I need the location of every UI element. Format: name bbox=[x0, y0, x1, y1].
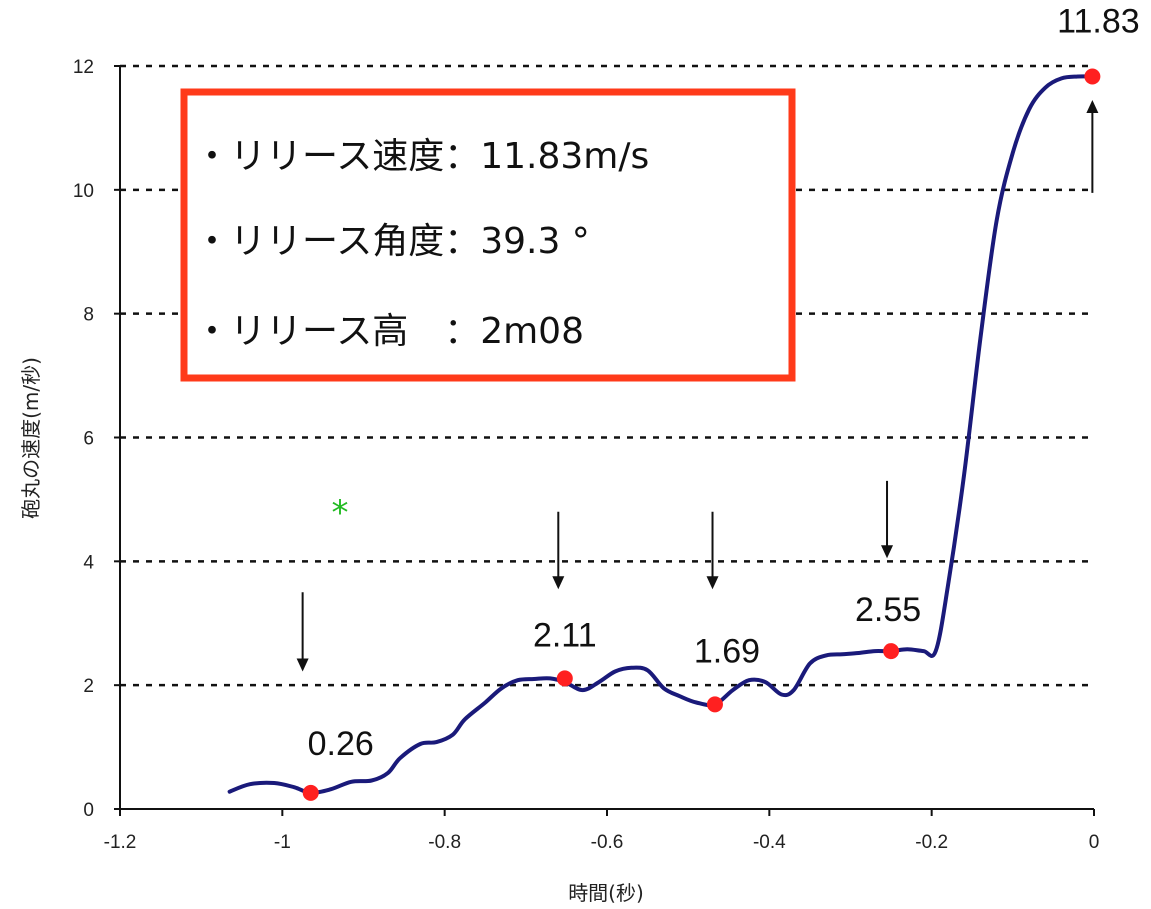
highlight-markers bbox=[302, 68, 1101, 801]
data-label: 2.11 bbox=[533, 616, 597, 654]
info-line-release-speed: ・リリース速度：11.83m/s bbox=[194, 136, 649, 177]
arrow-down bbox=[706, 511, 719, 590]
x-tick-labels: -1.2 -1 -0.8 -0.6 -0.4 -0.2 0 bbox=[104, 832, 1100, 853]
data-labels: 0.26 2.11 1.69 2.55 11.83 bbox=[308, 3, 1140, 763]
arrow-up bbox=[1086, 100, 1099, 193]
arrow-head bbox=[296, 658, 309, 672]
y-tick-label: 0 bbox=[83, 800, 94, 821]
data-label: 0.26 bbox=[308, 725, 374, 763]
data-label: 1.69 bbox=[694, 632, 760, 670]
y-tick-label: 2 bbox=[83, 676, 94, 697]
x-tick-label: -1 bbox=[274, 832, 291, 853]
info-box-frame bbox=[180, 88, 796, 382]
y-tick-label: 6 bbox=[83, 429, 94, 450]
x-tick-label: -0.8 bbox=[428, 832, 461, 853]
axes bbox=[114, 65, 1095, 816]
arrow-down bbox=[552, 511, 565, 590]
data-label: 2.55 bbox=[855, 591, 921, 629]
y-tick-labels: 0 2 4 6 8 10 12 bbox=[73, 57, 95, 821]
x-tick-label: -0.2 bbox=[915, 832, 948, 853]
info-line-release-height: ・リリース高 ：2m08 bbox=[194, 311, 584, 352]
info-box: ・リリース速度：11.83m/s ・リリース角度：39.3 ° ・リリース高 ：… bbox=[180, 88, 796, 382]
y-tick-label: 4 bbox=[83, 552, 94, 573]
series-line bbox=[227, 74, 1095, 795]
marker-point bbox=[556, 670, 573, 687]
arrow-head bbox=[881, 545, 894, 559]
arrow-down bbox=[296, 592, 309, 672]
annotation-arrows bbox=[296, 100, 1099, 672]
marker-point bbox=[883, 643, 900, 660]
marker-point bbox=[302, 784, 319, 801]
arrow-down bbox=[881, 480, 894, 559]
y-axis-label: 砲丸の速度(m/秒) bbox=[19, 357, 43, 519]
x-tick-label: -0.6 bbox=[591, 832, 624, 853]
info-line-release-angle: ・リリース角度：39.3 ° bbox=[194, 221, 590, 262]
arrow-head bbox=[706, 576, 719, 590]
y-tick-label: 12 bbox=[73, 57, 94, 78]
y-tick-label: 8 bbox=[83, 305, 94, 326]
marker-point bbox=[1084, 68, 1101, 85]
star-mark: * bbox=[332, 493, 349, 533]
x-axis-label: 時間(秒) bbox=[568, 881, 644, 905]
x-tick-label: -0.4 bbox=[753, 832, 786, 853]
data-label: 11.83 bbox=[1057, 3, 1140, 41]
x-tick-label: 0 bbox=[1089, 832, 1100, 853]
x-tick-label: -1.2 bbox=[104, 832, 137, 853]
speed-line bbox=[227, 74, 1095, 795]
arrow-head bbox=[1086, 100, 1099, 114]
marker-point bbox=[706, 696, 723, 713]
y-tick-label: 10 bbox=[73, 181, 94, 202]
arrow-head bbox=[552, 576, 565, 590]
